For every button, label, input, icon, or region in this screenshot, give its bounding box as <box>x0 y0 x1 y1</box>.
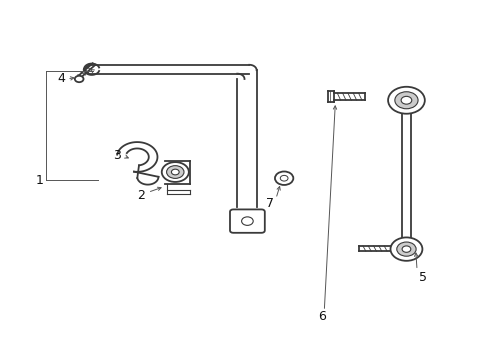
Circle shape <box>400 96 411 104</box>
Circle shape <box>162 162 188 182</box>
Circle shape <box>394 92 417 109</box>
Text: 3: 3 <box>113 149 121 162</box>
Text: 4: 4 <box>58 72 65 85</box>
Text: 1: 1 <box>36 174 43 186</box>
Text: 7: 7 <box>265 197 273 210</box>
FancyBboxPatch shape <box>229 210 264 233</box>
Circle shape <box>387 87 424 114</box>
Circle shape <box>166 166 183 179</box>
Circle shape <box>396 242 415 256</box>
Circle shape <box>171 169 179 175</box>
Circle shape <box>390 238 422 261</box>
Circle shape <box>401 246 410 252</box>
Circle shape <box>75 76 83 82</box>
Text: 6: 6 <box>317 310 325 323</box>
Text: 2: 2 <box>137 189 145 202</box>
Text: 5: 5 <box>418 271 426 284</box>
Circle shape <box>274 171 293 185</box>
Circle shape <box>241 217 253 225</box>
Circle shape <box>280 175 287 181</box>
